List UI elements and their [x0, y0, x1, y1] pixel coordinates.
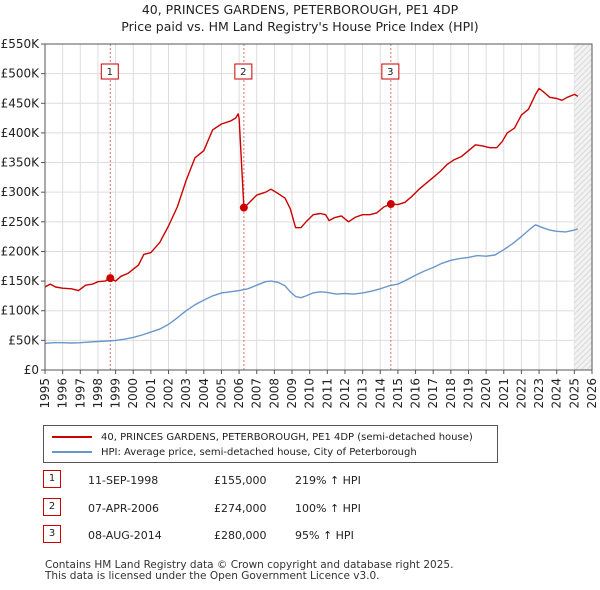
legend-swatch-hpi: [52, 451, 92, 453]
sale-number-label: 1: [107, 67, 113, 78]
legend: 40, PRINCES GARDENS, PETERBOROUGH, PE1 4…: [43, 425, 498, 463]
x-tick-label: 2018: [444, 378, 458, 409]
forecast-shading: [574, 44, 592, 370]
x-tick-label: 2007: [250, 378, 264, 409]
x-tick-label: 2001: [144, 378, 158, 409]
chart-subtitle: Price paid vs. HM Land Registry's House …: [121, 19, 479, 34]
table-row: 1 11-SEP-1998 £155,000 219% ↑ HPI: [43, 470, 403, 494]
y-tick-label: £350K: [1, 156, 41, 170]
legend-item-property: 40, PRINCES GARDENS, PETERBOROUGH, PE1 4…: [52, 430, 473, 444]
legend-label-hpi: HPI: Average price, semi-detached house,…: [101, 446, 417, 458]
property-price-line: [44, 87, 579, 292]
x-tick-label: 2012: [338, 378, 352, 409]
y-tick-label: £200K: [1, 244, 41, 258]
sale-point: [386, 200, 395, 209]
y-tick-label: £100K: [1, 304, 41, 318]
x-tick-label: 2015: [391, 378, 405, 409]
plot-area: [45, 44, 592, 370]
x-tick-label: 2000: [126, 378, 140, 409]
sale-date: 08-AUG-2014: [88, 529, 162, 542]
x-tick-label: 2006: [232, 378, 246, 409]
sale-number-badge: 2: [43, 497, 61, 516]
x-tick-label: 2014: [373, 378, 387, 409]
x-tick-label: 2011: [320, 378, 334, 409]
sale-date: 11-SEP-1998: [88, 474, 159, 487]
sale-point: [239, 203, 248, 212]
sale-price: £280,000: [214, 529, 267, 542]
y-tick-label: £150K: [1, 274, 41, 288]
sale-number-box: [381, 63, 400, 80]
x-tick-label: 2009: [285, 378, 299, 409]
sale-number-label: 2: [240, 67, 246, 78]
legend-item-hpi: HPI: Average price, semi-detached house,…: [52, 445, 417, 459]
y-tick-label: £0: [24, 363, 39, 377]
x-tick-label: 2025: [567, 378, 581, 409]
sale-hpi-change: 219% ↑ HPI: [295, 474, 361, 487]
sale-price: £274,000: [214, 501, 267, 515]
sale-date: 07-APR-2006: [88, 501, 160, 515]
sale-price: £155,000: [214, 474, 267, 487]
sale-number-box: [234, 63, 253, 80]
y-tick-label: £50K: [8, 333, 40, 347]
price-chart: 1995 1996 1997 1998 1999 2000 2001 2002 2003 2004…: [1, 37, 599, 409]
x-tick-label: 2010: [303, 378, 317, 409]
y-tick-label: £400K: [1, 126, 41, 140]
table-row: 3 08-AUG-2014 £280,000 95% ↑ HPI: [43, 525, 403, 549]
y-tick-label: £250K: [1, 215, 41, 229]
x-tick-label: 2019: [461, 378, 475, 409]
x-tick-label: 2008: [267, 378, 281, 409]
footer-attribution: Contains HM Land Registry data © Crown c…: [45, 560, 453, 582]
y-tick-label: £450K: [1, 96, 41, 110]
sale-number-label: 3: [387, 67, 393, 78]
x-tick-label: 1997: [73, 378, 87, 409]
footer-line-2: This data is licensed under the Open Gov…: [45, 570, 380, 582]
x-tick-label: 2026: [585, 378, 599, 409]
sale-point: [106, 274, 115, 283]
x-tick-label: 2020: [479, 378, 493, 409]
y-tick-label: £500K: [1, 67, 41, 81]
sale-number-badge: 3: [43, 525, 61, 543]
x-tick-label: 2024: [550, 378, 564, 409]
x-tick-label: 2002: [162, 378, 176, 409]
x-tick-label: 2016: [409, 378, 423, 409]
sales-table: 1 11-SEP-1998 £155,000 219% ↑ HPI 2 07-A…: [43, 470, 403, 553]
x-tick-label: 1995: [38, 378, 52, 409]
x-tick-label: 2004: [197, 378, 211, 409]
x-tick-label: 1998: [91, 378, 105, 409]
table-row: 2 07-APR-2006 £274,000 100% ↑ HPI: [43, 497, 403, 522]
x-tick-label: 1996: [56, 378, 70, 409]
x-tick-label: 2013: [356, 378, 370, 409]
y-tick-label: £550K: [1, 37, 41, 51]
x-tick-label: 2003: [179, 378, 193, 409]
hpi-line: [44, 224, 579, 344]
chart-title: 40, PRINCES GARDENS, PETERBOROUGH, PE1 4…: [141, 2, 459, 17]
sale-hpi-change: 100% ↑ HPI: [295, 501, 361, 515]
x-tick-label: 1999: [109, 378, 123, 409]
sale-number-badge: 1: [43, 470, 61, 488]
plot-border: [44, 43, 593, 371]
x-tick-label: 2022: [514, 378, 528, 409]
x-tick-label: 2021: [497, 378, 511, 409]
x-tick-label: 2017: [426, 378, 440, 409]
legend-swatch-property: [52, 436, 92, 438]
legend-label-property: 40, PRINCES GARDENS, PETERBOROUGH, PE1 4…: [101, 431, 473, 443]
x-tick-label: 2023: [532, 378, 546, 409]
x-tick-label: 2005: [214, 378, 228, 409]
sale-number-box: [100, 63, 119, 80]
y-tick-label: £300K: [1, 185, 41, 199]
sale-hpi-change: 95% ↑ HPI: [295, 529, 354, 542]
footer-line-1: Contains HM Land Registry data © Crown c…: [45, 559, 454, 571]
